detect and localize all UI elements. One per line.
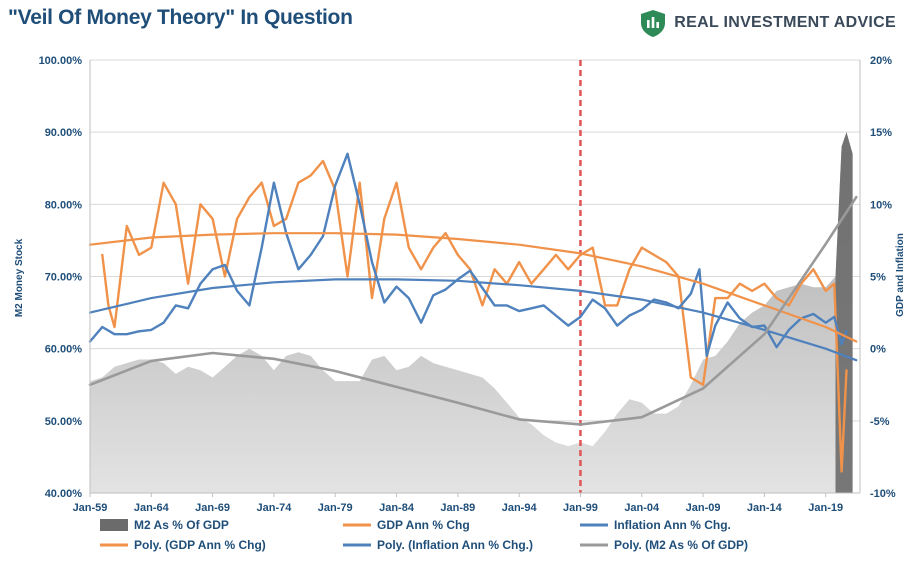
legend-entry: Poly. (Inflation Ann % Chg.) [377,538,533,552]
x-tick-label: Jan-19 [808,502,843,514]
x-tick-label: Jan-74 [256,502,292,514]
x-tick-label: Jan-59 [73,502,108,514]
x-tick-label: Jan-94 [502,502,538,514]
legend: M2 As % Of GDP GDP Ann % Chg Inflation Ann… [100,518,748,552]
y-axis-label-right: GDP and Inflation [895,233,906,317]
trend-line-layer [88,195,858,426]
legend-entry: M2 As % Of GDP [134,518,229,532]
trend-line-gdp-poly [88,232,858,343]
series-line-layer [88,152,848,473]
brand-name: REAL INVESTMENT ADVICE [674,14,896,32]
y-tick-left: 70.00% [45,272,83,284]
legend-entry: Inflation Ann % Chg. [614,518,731,532]
y-tick-left: 40.00% [45,488,83,500]
legend-entry: GDP Ann % Chg [377,518,470,532]
page-title: "Veil Of Money Theory" In Question [8,6,353,29]
trend-line-inflation-poly [88,278,858,362]
y-tick-right: 5% [870,272,886,284]
shield-icon [641,10,666,37]
y-tick-left: 80.00% [45,199,83,211]
x-tick-label: Jan-09 [686,502,721,514]
m2-area-layer [90,132,853,493]
x-tick-label: Jan-89 [440,502,475,514]
trend-line-m2-poly [88,195,858,426]
y-tick-right: -5% [870,416,890,428]
y-tick-left: 50.00% [45,416,83,428]
y-tick-left: 90.00% [45,127,83,139]
legend-entry: Poly. (GDP Ann % Chg) [134,538,266,552]
x-tick-label: Jan-14 [747,502,783,514]
legend-entry: Poly. (M2 As % Of GDP) [614,538,748,552]
x-tick-label: Jan-99 [563,502,598,514]
series-area-m2-pct-gdp [90,132,853,493]
y-tick-right: 20% [870,55,892,67]
y-tick-left: 100.00% [39,55,83,67]
x-tick-label: Jan-69 [195,502,230,514]
brand-name-text: REAL INVESTMENT ADVICE [674,14,896,31]
y-tick-right: 10% [870,199,892,211]
brand: REAL INVESTMENT ADVICE [638,8,896,38]
y-tick-right: 0% [870,344,886,356]
x-tick-label: Jan-04 [624,502,660,514]
y-tick-left: 60.00% [45,344,83,356]
x-tick-label: Jan-79 [318,502,353,514]
x-tick-label: Jan-64 [134,502,170,514]
axes: 40.00% 50.00% 60.00% 70.00% 80.00% 90.00% 100.… [39,55,896,514]
y-tick-right: 15% [870,127,892,139]
series-line-inflation-ann-chg [88,152,848,358]
y-axis-label-left: M2 Money Stock [14,238,25,317]
x-tick-label: Jan-84 [379,502,415,514]
series-line-gdp-ann-chg [101,159,848,473]
y-tick-right: -10% [870,488,896,500]
legend-swatch [100,519,128,531]
